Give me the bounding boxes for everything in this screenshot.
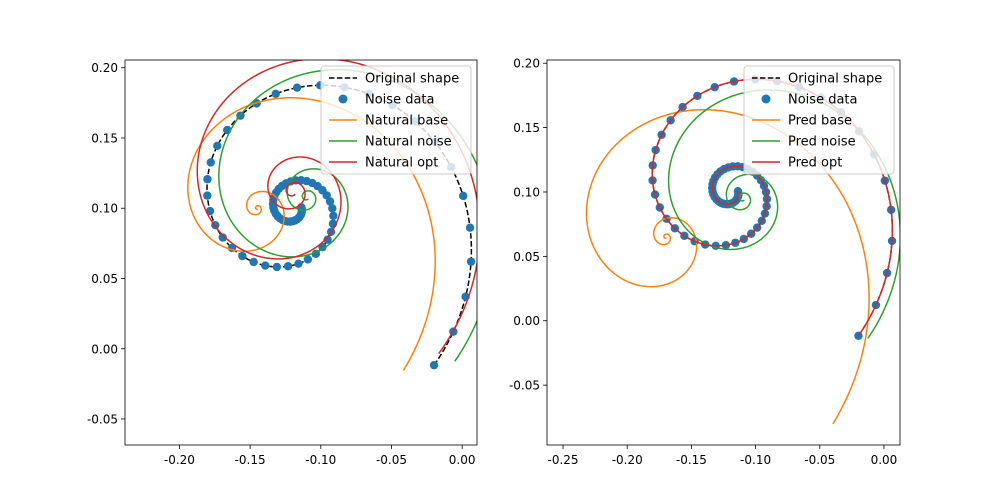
legend-label: Noise data	[365, 93, 434, 108]
data-point	[328, 204, 337, 213]
x-tick-label: 0.00	[871, 453, 898, 467]
x-tick-label: -0.05	[804, 453, 835, 467]
y-tick-label: 0.00	[513, 314, 540, 328]
axes-frame	[546, 59, 901, 446]
legend-label: Noise data	[788, 93, 857, 108]
x-tick-label: -0.10	[305, 453, 336, 467]
series-line-pred-noise	[667, 89, 900, 339]
y-tick-label: 0.10	[91, 202, 118, 216]
y-tick-label: -0.05	[509, 379, 540, 393]
y-tick-label: 0.00	[91, 342, 118, 356]
x-tick-label: 0.00	[449, 453, 476, 467]
x-tick-label: -0.20	[612, 453, 643, 467]
legend: Original shape Noise data Pred base Pred no…	[743, 65, 895, 175]
y-tick-label: 0.15	[91, 131, 118, 145]
y-tick-label: 0.20	[91, 61, 118, 75]
legend-label: Natural opt	[365, 156, 438, 171]
data-point	[466, 257, 476, 266]
data-point	[206, 158, 215, 167]
legend-frame	[320, 65, 472, 175]
y-tick-label: 0.05	[91, 272, 118, 286]
subplot-1: -0.20 -0.15 -0.10 -0.05 0.00 -0.05 0.00 0.05 0.1…	[87, 59, 478, 467]
x-tick-label: -0.20	[164, 453, 195, 467]
x-tick-label: -0.15	[676, 453, 707, 467]
subplot-2: -0.25 -0.20 -0.15 -0.10 -0.05 0.00 -0.05 0.00 0.…	[509, 57, 901, 467]
series-line-natural-opt	[196, 60, 477, 354]
legend-label: Pred base	[788, 114, 852, 129]
legend-label: Pred noise	[788, 135, 856, 150]
data-point	[429, 360, 439, 370]
y-tick-label: 0.05	[513, 250, 540, 264]
y-tick-label: 0.10	[513, 185, 540, 199]
legend-label: Natural base	[365, 114, 448, 129]
data-point	[465, 223, 475, 232]
legend-label: Original shape	[365, 72, 459, 87]
series-line-natural-noise	[218, 68, 477, 362]
legend-frame	[743, 65, 895, 175]
data-point	[271, 89, 280, 99]
data-point	[218, 233, 227, 242]
y-tick-label: -0.05	[87, 413, 118, 427]
axes-frame	[124, 59, 478, 446]
data-point	[203, 191, 212, 200]
y-tick-label: 0.20	[513, 57, 540, 71]
legend-label: Original shape	[788, 72, 882, 87]
data-point	[294, 259, 303, 268]
legend-label: Natural noise	[365, 135, 452, 150]
series-line-pred-base	[585, 108, 870, 425]
legend-label: Pred opt	[788, 156, 842, 171]
x-tick-label: -0.10	[740, 453, 771, 467]
data-point	[458, 191, 468, 201]
data-point	[329, 211, 338, 221]
data-point	[238, 251, 247, 261]
legend-marker	[761, 94, 771, 104]
data-point	[303, 255, 313, 264]
x-tick-label: -0.25	[548, 453, 579, 467]
data-point	[283, 262, 293, 271]
data-point	[323, 235, 332, 244]
data-point	[213, 141, 222, 151]
x-tick-label: -0.05	[376, 453, 407, 467]
data-point	[203, 175, 212, 184]
y-tick-label: 0.15	[513, 121, 540, 135]
legend-marker	[338, 94, 348, 104]
data-point	[205, 206, 215, 216]
data-point	[292, 83, 302, 92]
data-point	[249, 257, 258, 267]
legend: Original shape Noise data Natural base Natu…	[320, 65, 472, 175]
data-point	[272, 262, 282, 272]
x-tick-label: -0.15	[235, 453, 266, 467]
data-point	[261, 261, 270, 270]
